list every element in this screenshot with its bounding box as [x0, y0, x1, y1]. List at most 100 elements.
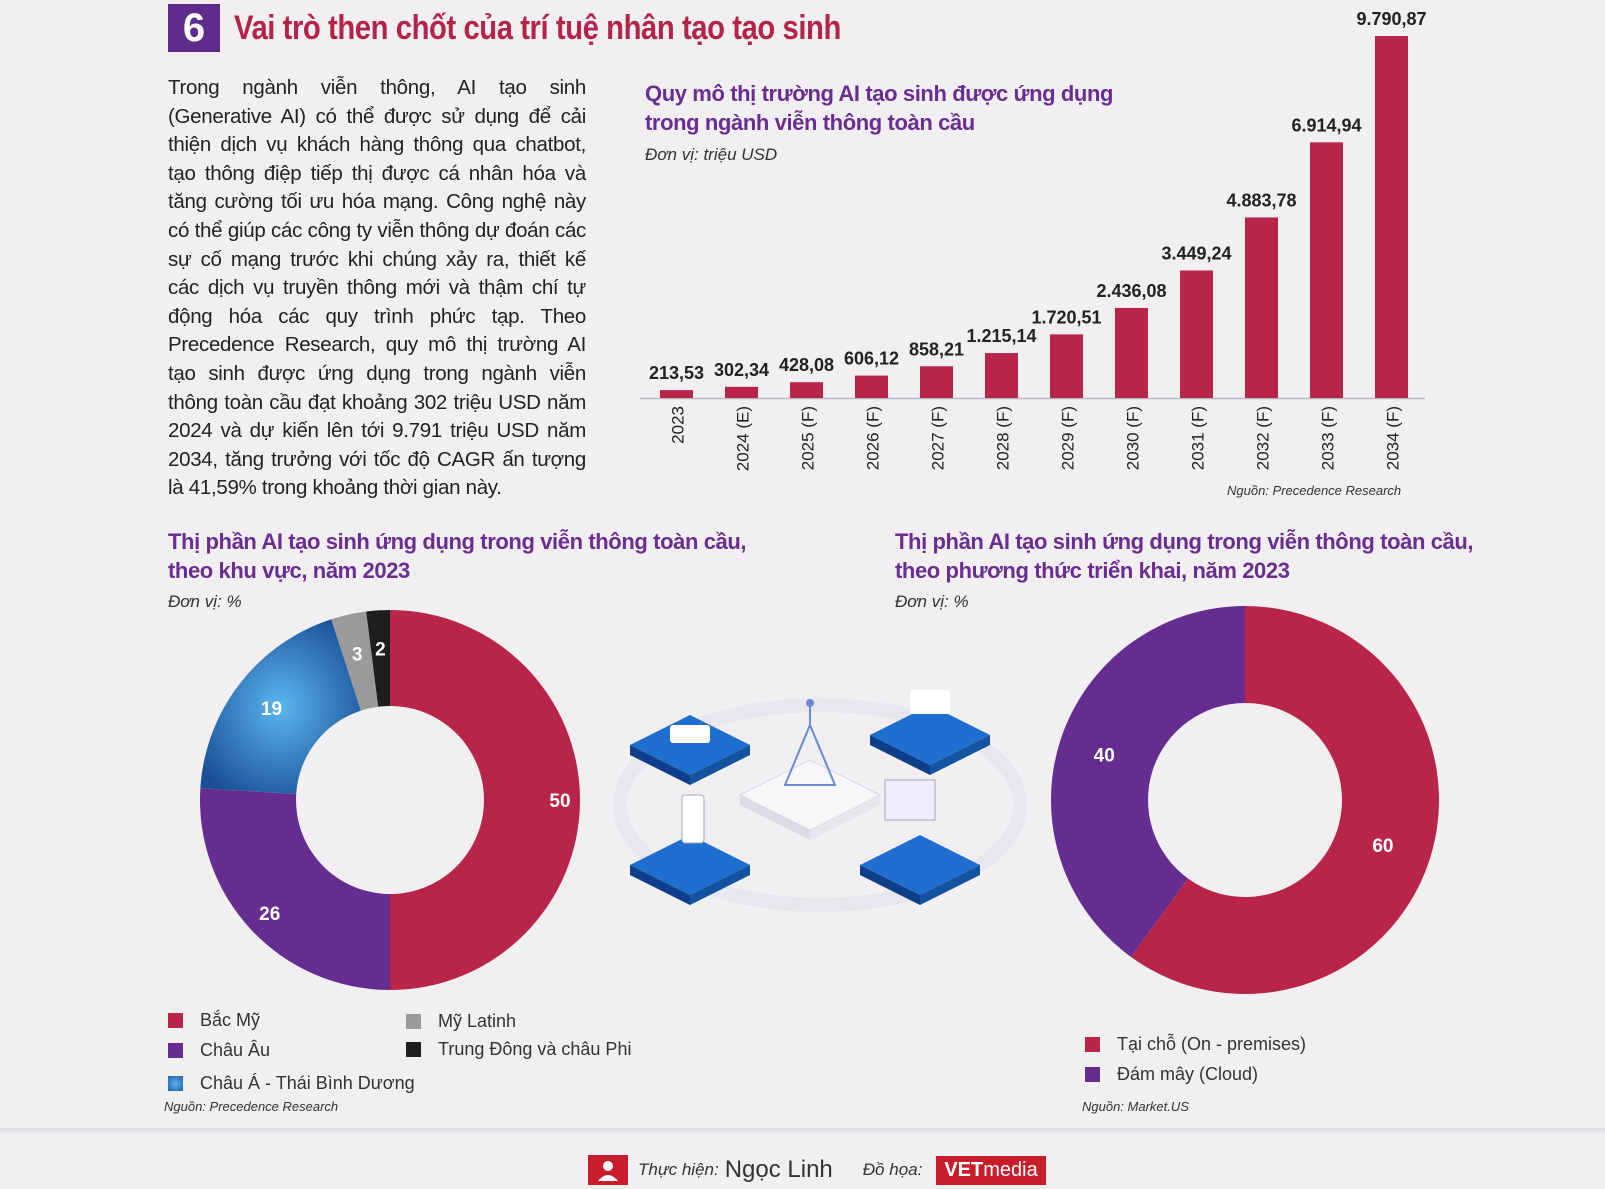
deployment-chart-title-line2: theo phương thức triển khai, năm 2023	[895, 558, 1290, 583]
region-chart-title-line1: Thị phần AI tạo sinh ứng dụng trong viễn…	[168, 529, 747, 554]
bar-chart-source: Nguồn: Precedence Research	[1227, 483, 1402, 498]
section-number-badge: 6	[168, 4, 220, 52]
author-icon	[588, 1155, 628, 1185]
x-tick-label: 2027 (F)	[929, 406, 948, 470]
slice-value-label: 60	[1372, 836, 1393, 857]
slice-value-label: 2	[375, 639, 386, 660]
x-tick-label: 2030 (F)	[1124, 406, 1143, 470]
bar	[1050, 334, 1083, 398]
bar	[855, 375, 888, 398]
author-name: Ngọc Linh	[724, 1156, 833, 1183]
bar-value-label: 9.790,87	[1356, 9, 1426, 29]
telecom-network-illustration	[613, 690, 1027, 912]
platform-bottom-left	[630, 794, 750, 905]
x-tick-label: 2023	[669, 406, 688, 444]
bar-value-label: 606,12	[844, 349, 899, 369]
bar	[920, 366, 953, 398]
legend-swatch	[168, 1013, 183, 1028]
bar-value-label: 2.436,08	[1096, 281, 1166, 301]
bar-chart-unit: Đơn vị: triệu USD	[645, 145, 778, 164]
bar	[1375, 36, 1408, 398]
intro-paragraph: Trong ngành viễn thông, AI tạo sinh (Gen…	[168, 76, 586, 500]
bar-value-label: 6.914,94	[1291, 115, 1361, 135]
donut-slice	[200, 788, 390, 990]
bar-value-label: 4.883,78	[1226, 190, 1296, 210]
legend-label: Châu Âu	[200, 1040, 271, 1060]
bar-value-label: 302,34	[714, 360, 769, 380]
deployment-chart-source: Nguồn: Market.US	[1082, 1099, 1189, 1114]
region-donut-chart: 50 26 19 3 2	[200, 610, 580, 990]
legend-label: Mỹ Latinh	[438, 1011, 517, 1031]
vetmedia-logo: VETmedia	[936, 1155, 1046, 1185]
legend-swatch	[1085, 1067, 1100, 1082]
legend-swatch	[168, 1043, 183, 1058]
slice-value-label: 19	[261, 699, 282, 720]
region-chart-title-line2: theo khu vực, năm 2023	[168, 558, 410, 583]
bar-chart: 213,53 2023 302,34 2024 (E) 428,08 2025 (F) 60…	[640, 9, 1427, 471]
bar	[660, 390, 693, 398]
bar-value-label: 858,21	[909, 339, 964, 359]
brand-bold: VET	[944, 1158, 984, 1181]
bar-value-label: 1.215,14	[966, 326, 1036, 346]
x-tick-label: 2026 (F)	[864, 406, 883, 470]
bar	[1115, 307, 1148, 398]
x-tick-label: 2024 (E)	[734, 406, 753, 471]
bar-chart-title-line1: Quy mô thị trường AI tạo sinh được ứng d…	[645, 81, 1114, 106]
x-tick-label: 2028 (F)	[994, 406, 1013, 470]
legend-item: Đám mây (Cloud)	[1085, 1064, 1258, 1085]
deployment-chart-title: Thị phần AI tạo sinh ứng dụng trong viễn…	[895, 527, 1474, 585]
x-tick-label: 2025 (F)	[799, 406, 818, 470]
bar-chart-title-line2: trong ngành viễn thông toàn cầu	[645, 110, 975, 135]
region-chart-source: Nguồn: Precedence Research	[164, 1099, 339, 1114]
legend-label: Trung Đông và châu Phi	[438, 1039, 632, 1059]
slice-value-label: 3	[352, 645, 363, 666]
page-title: Vai trò then chốt của trí tuệ nhân tạo t…	[234, 8, 841, 47]
bar-value-label: 428,08	[779, 355, 834, 375]
brand-rest: media	[983, 1158, 1038, 1181]
donut-slice	[1130, 606, 1439, 994]
bar	[1245, 217, 1278, 398]
donut-slice	[331, 611, 379, 711]
deployment-chart-title-line1: Thị phần AI tạo sinh ứng dụng trong viễn…	[895, 529, 1474, 554]
x-tick-label: 2029 (F)	[1059, 406, 1078, 470]
bar	[1310, 142, 1343, 398]
legend-label: Đám mây (Cloud)	[1117, 1064, 1259, 1084]
legend-swatch	[406, 1014, 421, 1029]
legend-swatch	[1085, 1037, 1100, 1052]
bar-value-label: 1.720,51	[1031, 307, 1101, 327]
legend-item: Bắc Mỹ	[168, 1010, 260, 1031]
network-ring	[613, 698, 1027, 912]
bar	[790, 382, 823, 398]
bar-value-label: 3.449,24	[1161, 243, 1231, 263]
deployment-chart-unit: Đơn vị: %	[895, 592, 969, 611]
footer-divider	[0, 1128, 1605, 1136]
bar-chart-title: Quy mô thị trường AI tạo sinh được ứng d…	[645, 79, 1113, 137]
donut-slice	[1051, 606, 1245, 957]
platform-top-right	[870, 690, 990, 775]
legend-swatch	[168, 1076, 183, 1091]
donut-slice	[390, 610, 580, 990]
slice-value-label: 26	[259, 904, 280, 925]
slice-value-label: 40	[1094, 745, 1115, 766]
donut-slice	[366, 610, 390, 707]
bar	[1180, 270, 1213, 398]
legend-label: Tại chỗ (On - premises)	[1117, 1034, 1307, 1054]
legend-item: Châu Á - Thái Bình Dương	[168, 1073, 415, 1094]
bar	[725, 386, 758, 398]
platform-top-left	[630, 715, 750, 785]
x-tick-label: 2031 (F)	[1189, 406, 1208, 470]
donut-slice	[200, 619, 361, 795]
header: 6 Vai trò then chốt của trí tuệ nhân tạo…	[168, 4, 940, 52]
footer: Thực hiện: Ngọc Linh Đồ họa: VETmedia	[588, 1155, 1046, 1185]
legend-item: Mỹ Latinh	[406, 1011, 516, 1032]
x-tick-label: 2034 (F)	[1384, 406, 1403, 470]
legend-item: Châu Âu	[168, 1040, 270, 1061]
legend-item: Trung Đông và châu Phi	[406, 1039, 631, 1060]
bar-value-label: 213,53	[649, 363, 704, 383]
region-chart-title: Thị phần AI tạo sinh ứng dụng trong viễn…	[168, 527, 747, 585]
platform-bottom-right	[860, 779, 980, 905]
author-label: Thực hiện:	[638, 1160, 719, 1179]
x-tick-label: 2033 (F)	[1319, 406, 1338, 470]
region-chart-unit: Đơn vị: %	[168, 592, 242, 611]
slice-value-label: 50	[549, 791, 570, 812]
